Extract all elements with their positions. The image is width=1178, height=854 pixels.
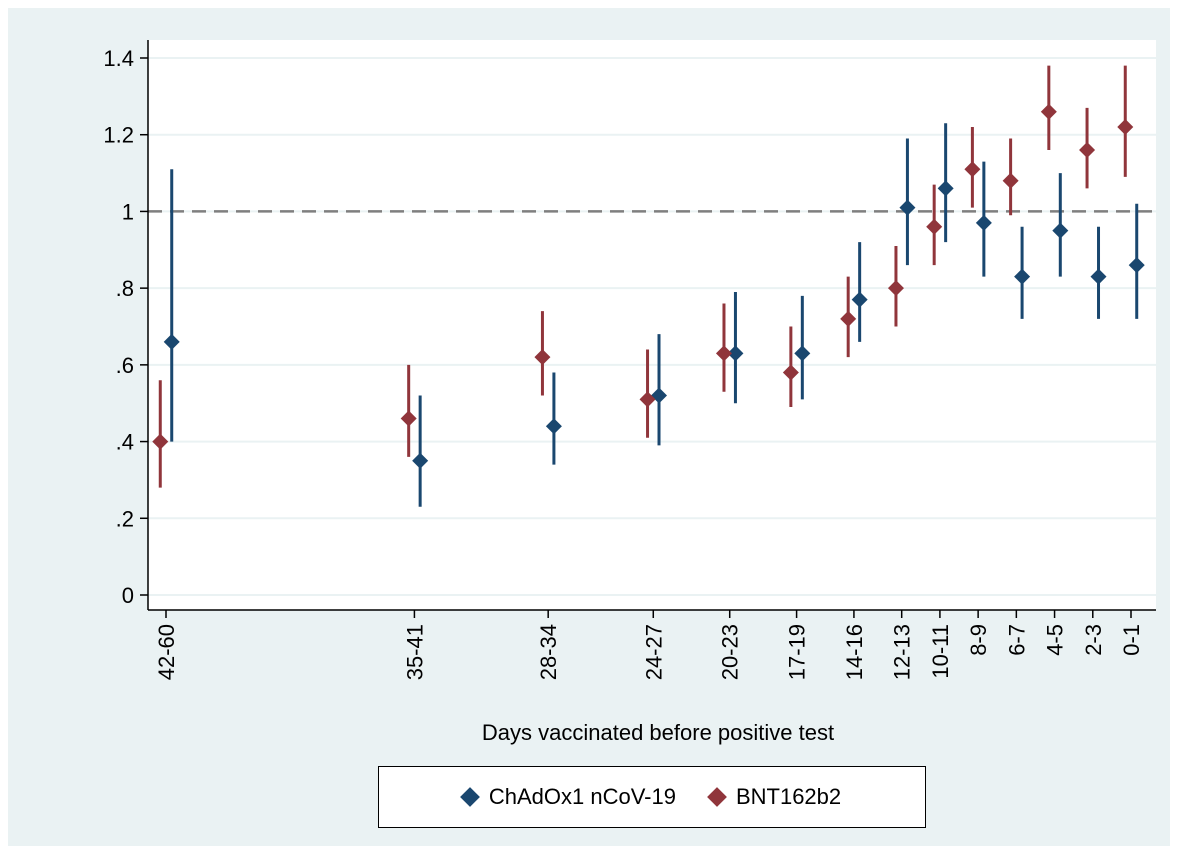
point-bnt162b2-13 [1117,119,1134,136]
point-bnt162b2-11 [1040,103,1057,120]
point-chadox1-5 [794,345,811,362]
x-tick-label-11: 4-5 [1043,624,1068,656]
point-chadox1-10 [1014,268,1031,285]
legend-marker-chadox1 [459,787,480,807]
point-chadox1-0 [163,333,180,350]
legend-label-chadox1: ChAdOx1 nCoV-19 [488,784,676,809]
y-tick-label-6: 1.2 [103,123,134,148]
x-tick-label-2: 28-34 [536,624,561,680]
x-tick-label-5: 17-19 [785,624,810,680]
x-tick-label-4: 20-23 [718,624,743,680]
x-tick-label-0: 42-60 [154,624,179,680]
x-tick-label-6: 14-16 [842,624,867,680]
x-tick-label-8: 10-11 [928,624,953,679]
point-bnt162b2-1 [400,410,417,427]
chart-background: 0 .2 .4 .6 .8 1 1.2 1.4 42-60 35-41 28-34 24-27 20-2… [8,8,1170,846]
point-chadox1-2 [545,418,562,435]
x-tick-label-7: 12-13 [890,624,915,680]
x-tick-label-12: 2-3 [1081,624,1106,656]
legend-item-chadox1: ChAdOx1 nCoV-19 [459,784,676,810]
x-tick-label-3: 24-27 [641,624,666,680]
y-tick-label-7: 1.4 [103,46,134,71]
legend-label-bnt162b2: BNT162b2 [735,784,842,809]
point-chadox1-7 [899,199,916,216]
point-chadox1-13 [1128,257,1145,274]
point-bnt162b2-3 [639,391,656,408]
y-tick-label-2: .4 [116,430,134,455]
x-axis-title: Days vaccinated before positive test [482,720,834,745]
point-chadox1-9 [975,214,992,231]
point-bnt162b2-7 [887,280,904,297]
y-tick-label-1: .2 [116,506,134,531]
point-bnt162b2-0 [152,433,169,450]
point-bnt162b2-10 [1002,172,1019,189]
x-tick-label-13: 0-1 [1119,624,1144,656]
point-bnt162b2-12 [1079,142,1096,159]
legend: ChAdOx1 nCoV-19 BNT162b2 [378,766,926,828]
y-tick-label-0: 0 [122,583,134,608]
point-bnt162b2-6 [840,310,857,327]
x-tick-label-9: 8-9 [966,624,991,656]
point-bnt162b2-2 [534,349,551,366]
point-bnt162b2-4 [715,345,732,362]
point-bnt162b2-9 [964,161,981,178]
x-tick-label-1: 35-41 [402,624,427,680]
point-chadox1-6 [851,291,868,308]
point-bnt162b2-8 [926,218,943,235]
y-tick-label-3: .6 [116,353,134,378]
plot-area [148,40,1156,610]
point-chadox1-11 [1052,222,1069,239]
point-chadox1-8 [937,180,954,197]
y-tick-label-4: .8 [116,276,134,301]
x-tick-label-10: 6-7 [1004,624,1029,656]
y-tick-label-5: 1 [122,199,134,224]
scatter-chart: 0 .2 .4 .6 .8 1 1.2 1.4 42-60 35-41 28-34 24-27 20-2… [103,40,1156,745]
point-chadox1-1 [412,452,429,469]
legend-marker-bnt162b2 [707,787,727,807]
point-chadox1-4 [727,345,744,362]
point-bnt162b2-5 [782,364,799,381]
point-chadox1-12 [1090,268,1107,285]
legend-item-bnt162b2: BNT162b2 [707,784,842,810]
